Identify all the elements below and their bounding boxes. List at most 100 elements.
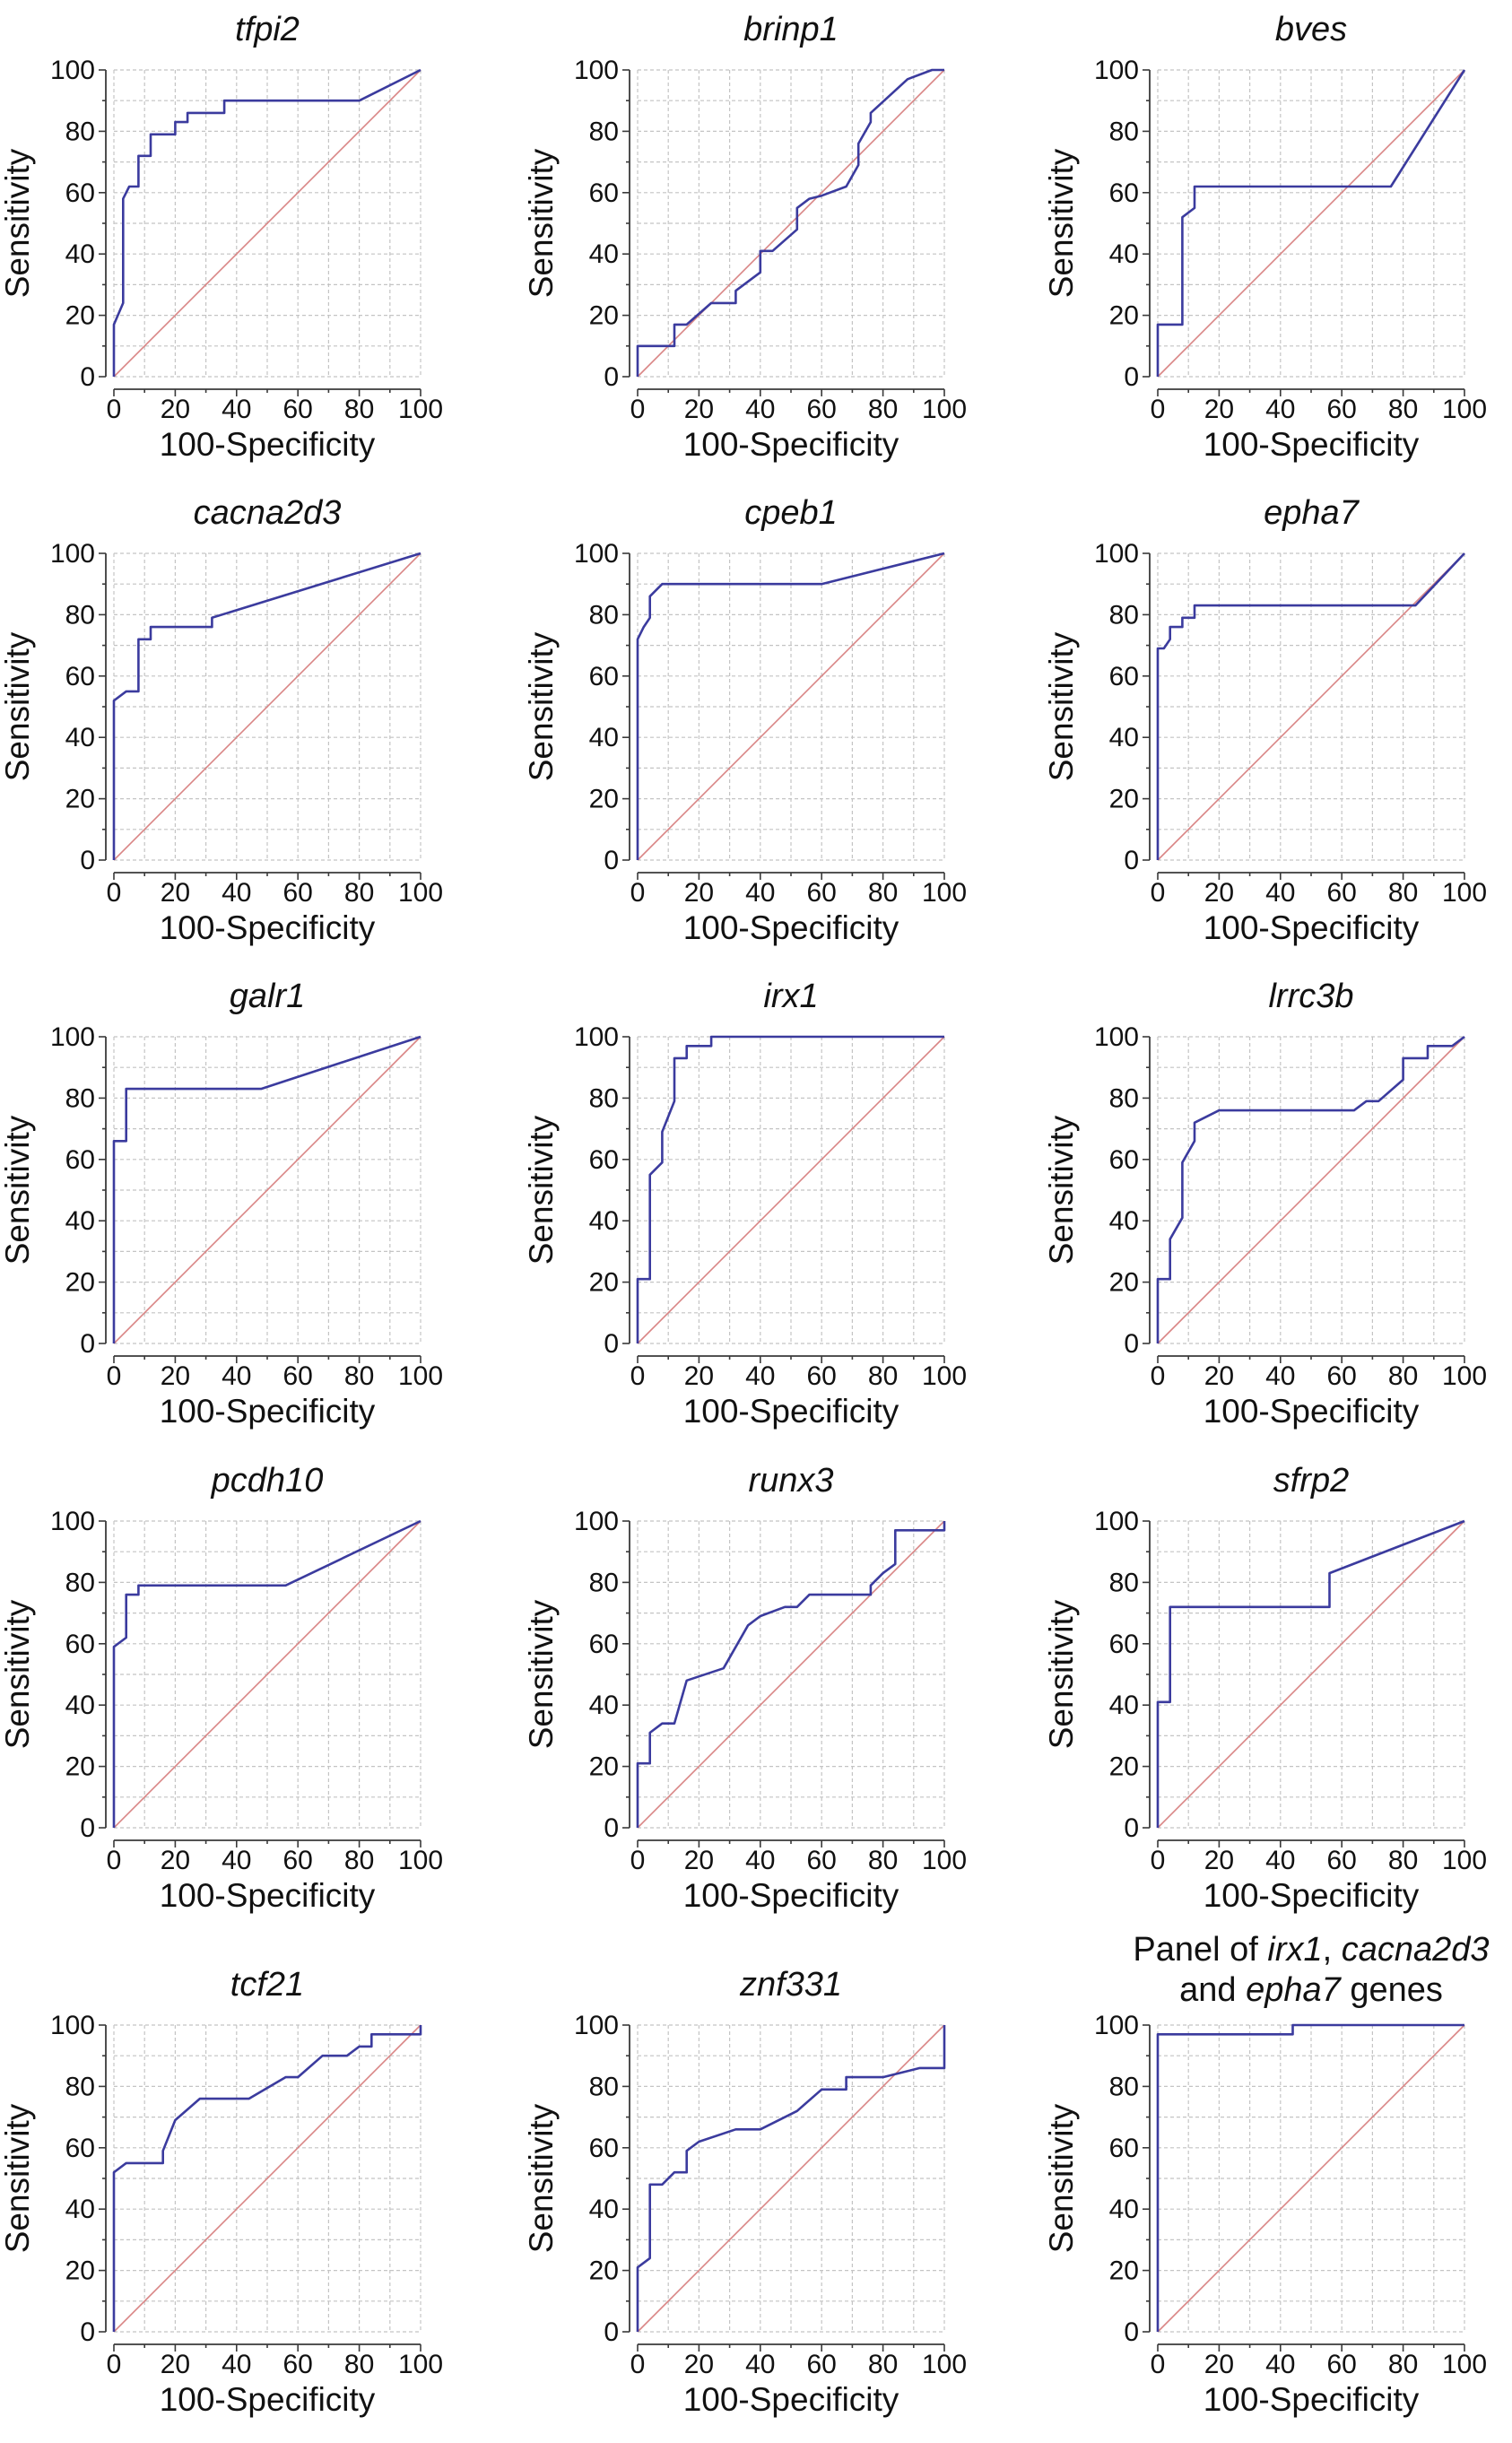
x-tick-label: 100	[1442, 1846, 1487, 1875]
reference-line	[113, 1520, 421, 1829]
y-axis-title: Sensitivity	[0, 1599, 36, 1749]
x-axis-title: 100-Specificity	[160, 1393, 376, 1430]
y-tick-label: 20	[1109, 301, 1139, 331]
x-tick-label: 80	[344, 395, 374, 424]
roc-panel: 0 20 40 60 80 100 0 20 40 60 80 100 100-Specificity S…	[1043, 1931, 1490, 2418]
x-tick-label: 100	[1442, 2350, 1487, 2379]
reference-line	[637, 552, 945, 861]
reference-line	[113, 1036, 421, 1344]
x-tick-label: 40	[1265, 2350, 1295, 2379]
y-axis-title: Sensitivity	[0, 1115, 36, 1265]
y-tick-label: 60	[589, 1630, 619, 1659]
reference-line	[637, 1036, 945, 1344]
y-tick-label: 40	[65, 723, 95, 752]
roc-curve	[636, 68, 944, 377]
y-tick-label: 40	[1109, 239, 1139, 269]
y-tick-label: 80	[65, 117, 95, 146]
y-tick-label: 100	[574, 56, 619, 85]
x-tick-label: 20	[1204, 2350, 1234, 2379]
roc-panel: 0 20 40 60 80 100 0 20 40 60 80 100 100-Specificity S…	[1043, 978, 1487, 1430]
x-axis-title: 100-Specificity	[683, 2381, 899, 2418]
y-tick-label: 0	[1124, 1813, 1139, 1843]
y-tick-label: 60	[589, 2134, 619, 2163]
roc-curve	[636, 2025, 946, 2332]
x-tick-label: 40	[1265, 1846, 1295, 1875]
chart-title-text: genes	[1341, 1971, 1443, 2009]
x-tick-label: 20	[1204, 1846, 1234, 1875]
y-tick-label: 40	[65, 239, 95, 269]
x-tick-label: 100	[922, 395, 967, 424]
roc-curve	[112, 68, 421, 377]
x-tick-label: 80	[868, 2350, 898, 2379]
x-tick-label: 0	[107, 1846, 122, 1875]
y-tick-label: 100	[50, 539, 95, 569]
x-tick-label: 80	[1388, 1846, 1418, 1875]
x-tick-label: 40	[222, 395, 251, 424]
y-tick-label: 0	[80, 1329, 95, 1359]
chart-title: bves	[1275, 11, 1347, 48]
y-tick-label: 60	[65, 1145, 95, 1175]
x-tick-label: 20	[1204, 395, 1234, 424]
y-tick-label: 0	[1124, 362, 1139, 392]
reference-line	[637, 69, 945, 378]
y-tick-label: 40	[65, 1206, 95, 1236]
chart-title: galr1	[230, 978, 306, 1015]
chart-title-gene: cacna2d3	[1342, 1931, 1490, 1969]
x-tick-label: 80	[868, 1846, 898, 1875]
y-tick-label: 60	[65, 662, 95, 691]
y-tick-label: 0	[604, 362, 619, 392]
roc-panel: 0 20 40 60 80 100 0 20 40 60 80 100 100-Specificity S…	[523, 1966, 967, 2418]
y-tick-label: 0	[80, 362, 95, 392]
x-axis-title: 100-Specificity	[683, 426, 899, 463]
x-tick-label: 20	[684, 1361, 714, 1391]
reference-line	[1157, 2024, 1465, 2333]
x-tick-label: 20	[161, 878, 190, 908]
x-tick-label: 100	[398, 2350, 443, 2379]
y-axis-title: Sensitivity	[1043, 1115, 1080, 1265]
x-tick-label: 40	[222, 1846, 251, 1875]
x-tick-label: 0	[107, 878, 122, 908]
y-tick-label: 0	[1124, 1329, 1139, 1359]
reference-line	[637, 2024, 945, 2333]
x-tick-label: 40	[1265, 1361, 1295, 1391]
x-tick-label: 100	[922, 1361, 967, 1391]
roc-panel: 0 20 40 60 80 100 0 20 40 60 80 100 100-Specificity S…	[1043, 494, 1487, 946]
x-axis-title: 100-Specificity	[160, 426, 376, 463]
y-tick-label: 20	[589, 1268, 619, 1298]
x-axis-title: 100-Specificity	[683, 1393, 899, 1430]
x-tick-label: 0	[1151, 2350, 1166, 2379]
roc-panel: 0 20 40 60 80 100 0 20 40 60 80 100 100-Specificity S…	[523, 494, 967, 946]
x-tick-label: 40	[222, 878, 251, 908]
chart-title: sfrp2	[1273, 1462, 1349, 1500]
y-tick-label: 40	[65, 2195, 95, 2224]
y-tick-label: 100	[1094, 2011, 1139, 2040]
y-tick-label: 100	[50, 56, 95, 85]
y-tick-label: 60	[1109, 178, 1139, 208]
x-tick-label: 100	[922, 1846, 967, 1875]
y-axis-title: Sensitivity	[523, 1599, 560, 1749]
y-tick-label: 0	[80, 1813, 95, 1843]
y-tick-label: 60	[1109, 662, 1139, 691]
y-tick-label: 100	[1094, 1507, 1139, 1536]
chart-title: tcf21	[230, 1966, 304, 2004]
roc-curve	[112, 1035, 421, 1343]
x-tick-label: 60	[807, 1846, 837, 1875]
x-tick-label: 20	[684, 878, 714, 908]
y-tick-label: 20	[65, 1268, 95, 1298]
y-tick-label: 40	[589, 2195, 619, 2224]
y-tick-label: 80	[1109, 1083, 1139, 1113]
y-tick-label: 100	[574, 539, 619, 569]
y-tick-label: 100	[50, 1022, 95, 1052]
y-tick-label: 0	[604, 2317, 619, 2347]
x-axis-title: 100-Specificity	[160, 909, 376, 946]
x-tick-label: 80	[1388, 395, 1418, 424]
x-tick-label: 60	[807, 2350, 837, 2379]
chart-title-line: Panel of irx1, cacna2d3	[1133, 1931, 1489, 1969]
x-tick-label: 20	[161, 1361, 190, 1391]
y-tick-label: 100	[50, 1507, 95, 1536]
y-tick-label: 80	[1109, 600, 1139, 630]
x-tick-label: 60	[807, 1361, 837, 1391]
x-tick-label: 20	[161, 2350, 190, 2379]
x-tick-label: 0	[107, 1361, 122, 1391]
y-tick-label: 20	[589, 2256, 619, 2286]
